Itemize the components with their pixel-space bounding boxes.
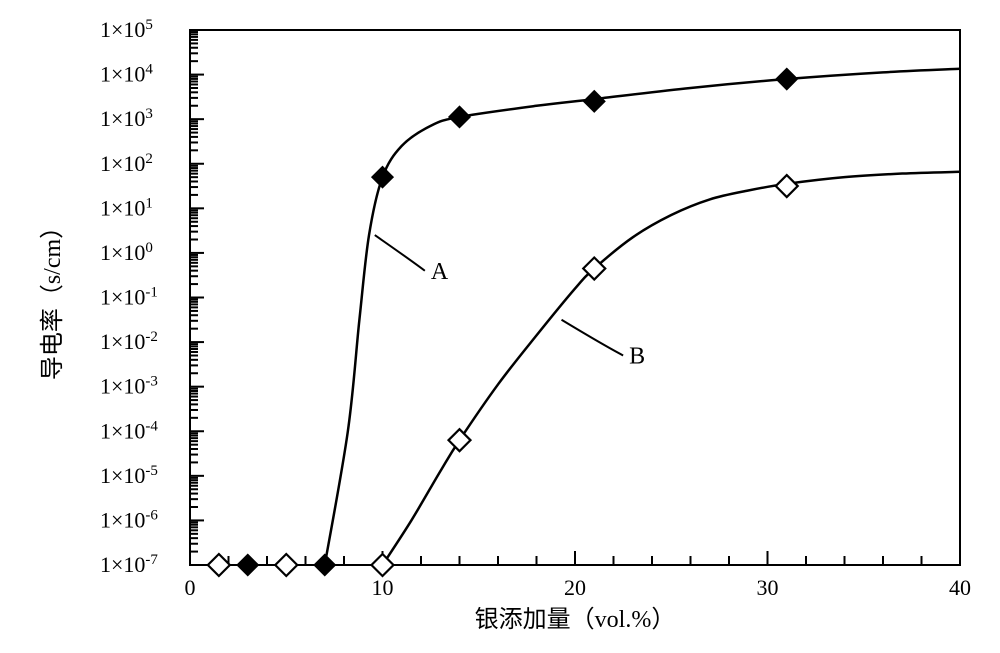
data-marker (776, 175, 798, 197)
data-marker (208, 554, 230, 576)
data-marker (238, 555, 258, 575)
series-a-curve (325, 69, 960, 565)
x-tick-label: 40 (949, 575, 971, 600)
data-marker (372, 554, 394, 576)
series-b-curve (383, 172, 961, 565)
data-marker (275, 554, 297, 576)
series-a-leader (375, 235, 425, 271)
series-b-label: B (629, 343, 645, 369)
chart-svg: 0 10 20 30 40 1×10-7 1×10-6 1×10-5 1×10-4 1×10-3 1… (0, 0, 1000, 653)
y-tick-label: 1×10-2 (100, 329, 158, 354)
x-tick-label: 10 (372, 575, 394, 600)
data-marker (584, 91, 604, 111)
y-tick-label: 1×10-6 (100, 507, 158, 532)
y-tick-label: 1×10-5 (100, 463, 158, 488)
y-tick-label: 1×10-3 (100, 374, 158, 399)
y-axis-title: 导电率（s/cm） (39, 215, 66, 380)
y-tick-label: 1×101 (100, 195, 153, 220)
y-tick-label: 1×103 (100, 106, 153, 131)
data-marker (373, 167, 393, 187)
data-marker (315, 555, 335, 575)
y-tick-label: 1×100 (100, 240, 153, 265)
x-tick-label: 20 (564, 575, 586, 600)
data-marker (449, 429, 471, 451)
x-tick-label: 30 (757, 575, 779, 600)
chart-container: 0 10 20 30 40 1×10-7 1×10-6 1×10-5 1×10-4 1×10-3 1… (0, 0, 1000, 653)
y-tick-label: 1×105 (100, 17, 153, 42)
y-tick-label: 1×102 (100, 151, 153, 176)
series-b-leader (562, 320, 624, 356)
series-a-label: A (431, 259, 449, 285)
y-tick-label: 1×10-4 (100, 418, 158, 443)
data-marker (450, 107, 470, 127)
x-axis-title: 银添加量（vol.%） (475, 606, 676, 633)
x-tick-label: 0 (185, 575, 196, 600)
y-tick-label: 1×10-7 (100, 552, 158, 577)
y-tick-label: 1×104 (100, 62, 153, 87)
data-marker (777, 69, 797, 89)
y-tick-label: 1×10-1 (100, 285, 158, 310)
